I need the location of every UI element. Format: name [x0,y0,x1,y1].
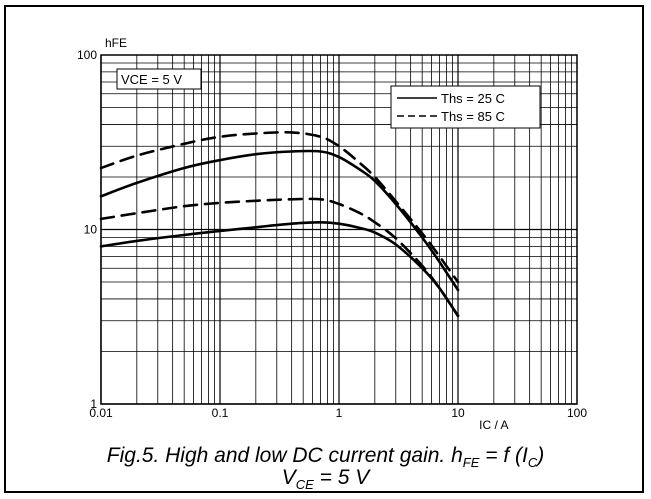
legend-entry-25c: Ths = 25 C [441,91,505,106]
x-tick-label: 10 [451,406,465,420]
condition-label: VCE = 5 V [121,72,182,87]
y-tick-label: 10 [84,223,98,237]
x-axis-label: IC / A [479,418,508,432]
x-tick-label: 1 [336,406,343,420]
figure-caption-line-2: VCE = 5 V [0,466,651,492]
legend: Ths = 25 C Ths = 85 C [391,86,540,128]
caption2-prefix: V [282,466,296,489]
caption2-suffix: = 5 V [314,466,369,489]
x-tick-label: 100 [567,406,587,420]
y-axis-label: hFE [105,36,127,50]
series-line-high-85c [101,132,458,282]
y-tick-label: 100 [77,48,97,62]
caption-mid: = f (I [479,444,527,467]
series-layer [101,132,458,316]
series-line-low-25c [101,222,458,316]
series-line-high-25c [101,151,458,290]
condition-box: VCE = 5 V [117,69,201,89]
caption-prefix: Fig.5. High and low DC current gain. h [107,444,463,467]
legend-entry-85c: Ths = 85 C [441,109,505,124]
caption2-sub-ce: CE [296,477,314,492]
y-tick-label: 1 [90,397,97,411]
caption-suffix: ) [537,444,544,467]
x-tick-label: 0.1 [212,406,229,420]
